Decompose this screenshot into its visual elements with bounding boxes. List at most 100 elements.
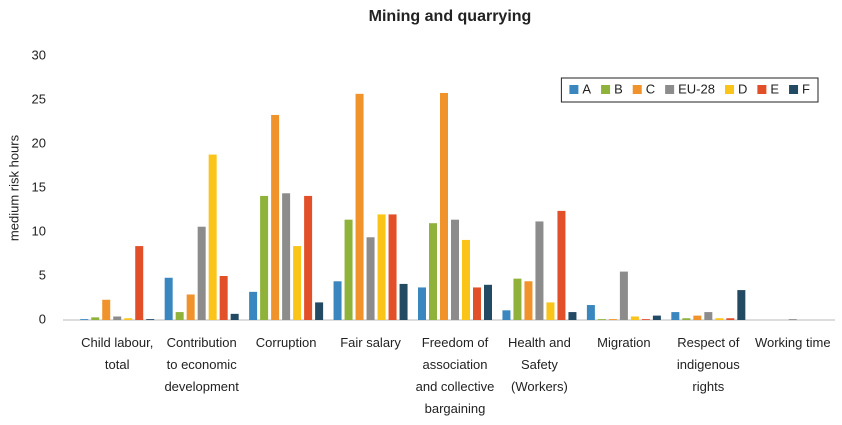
bar (124, 318, 133, 320)
bar (671, 312, 680, 320)
y-tick-label: 15 (32, 179, 46, 194)
bar (462, 239, 470, 320)
bar (418, 287, 426, 320)
bar (113, 316, 122, 320)
bar (249, 291, 258, 320)
bar (271, 114, 280, 321)
legend: A B C EU-28 D E F (560, 77, 819, 103)
x-tick-label: Health and Safety (Workers) (508, 335, 571, 394)
bar (260, 195, 269, 320)
bar (513, 278, 522, 320)
bar (102, 299, 111, 320)
bar (704, 312, 713, 320)
bar (568, 312, 577, 320)
legend-swatch (569, 85, 579, 94)
legend-swatch (601, 85, 611, 94)
x-tick-label: Respect of indigenous rights (677, 335, 740, 394)
bar (399, 283, 408, 320)
x-tick-label: Child labour, total (81, 335, 153, 372)
y-tick-label: 20 (32, 135, 46, 150)
x-tick-line: and collective (416, 379, 495, 394)
legend-swatch (665, 85, 675, 94)
bar (135, 246, 144, 320)
bar (344, 219, 353, 320)
bar (451, 219, 459, 320)
x-tick-line: Respect of (677, 335, 740, 350)
x-tick-line: Migration (597, 335, 650, 350)
x-tick-label: Fair salary (340, 335, 401, 350)
x-tick-label: Corruption (256, 335, 317, 350)
bar (682, 318, 691, 320)
bar (208, 154, 217, 320)
bar (91, 317, 100, 320)
bar (652, 315, 661, 320)
legend-swatch (789, 85, 799, 94)
bar (641, 319, 650, 320)
legend-label: B (614, 81, 623, 96)
bar (586, 305, 595, 320)
x-tick-line: indigenous (677, 357, 740, 372)
x-tick-line: Freedom of (422, 335, 489, 350)
bar (429, 223, 437, 320)
bar (230, 313, 239, 320)
bar (630, 316, 639, 320)
x-tick-line: association (422, 357, 487, 372)
bar (146, 319, 155, 320)
bar (366, 237, 375, 320)
x-tick-line: rights (692, 379, 724, 394)
bar (484, 284, 492, 320)
x-tick-line: Contribution (167, 335, 237, 350)
bar (788, 319, 797, 320)
legend-box (560, 77, 819, 103)
x-tick-line: Fair salary (340, 335, 401, 350)
bar (597, 319, 606, 320)
x-tick-line: total (105, 357, 130, 372)
legend-label: A (582, 81, 591, 96)
bar (524, 281, 533, 320)
bar (557, 210, 566, 320)
bar (293, 246, 302, 320)
x-tick-label: Contribution to economic development (164, 335, 239, 394)
legend-swatch (724, 85, 734, 94)
bar (546, 302, 555, 320)
bar (473, 287, 481, 320)
x-tick-line: Health and (508, 335, 571, 350)
y-tick-label: 30 (32, 47, 46, 62)
y-axis-label: medium risk hours (6, 134, 21, 241)
x-tick-line: (Workers) (511, 379, 568, 394)
x-tick-label: Freedom of association and collective barga… (416, 335, 495, 416)
legend-label: D (738, 81, 747, 96)
bar (315, 302, 324, 320)
chart-title: Mining and quarrying (369, 8, 532, 25)
bar (175, 312, 184, 320)
bar (608, 319, 617, 320)
bar (737, 290, 746, 320)
bar (186, 294, 195, 320)
bar (619, 271, 628, 320)
bar (333, 281, 342, 320)
x-tick-label: Migration (597, 335, 650, 350)
bar (377, 214, 386, 320)
bar (388, 214, 397, 320)
x-tick-line: development (164, 379, 239, 394)
bar (355, 93, 364, 320)
legend-label: C (646, 81, 655, 96)
legend-swatch (632, 85, 642, 94)
bar (715, 318, 724, 320)
y-tick-label: 25 (32, 91, 46, 106)
x-tick-line: to economic (167, 357, 238, 372)
x-tick-line: bargaining (425, 401, 486, 416)
bar (726, 318, 735, 320)
bar (502, 310, 511, 320)
bar (535, 221, 544, 320)
x-tick-line: Safety (521, 357, 558, 372)
bar (197, 226, 206, 320)
legend-swatch (757, 85, 767, 94)
bar (440, 92, 448, 321)
bar (304, 195, 313, 320)
x-tick-label: Working time (755, 335, 831, 350)
legend-label: EU-28 (678, 81, 715, 96)
y-tick-label: 10 (32, 223, 46, 238)
y-tick-label: 5 (39, 267, 46, 282)
